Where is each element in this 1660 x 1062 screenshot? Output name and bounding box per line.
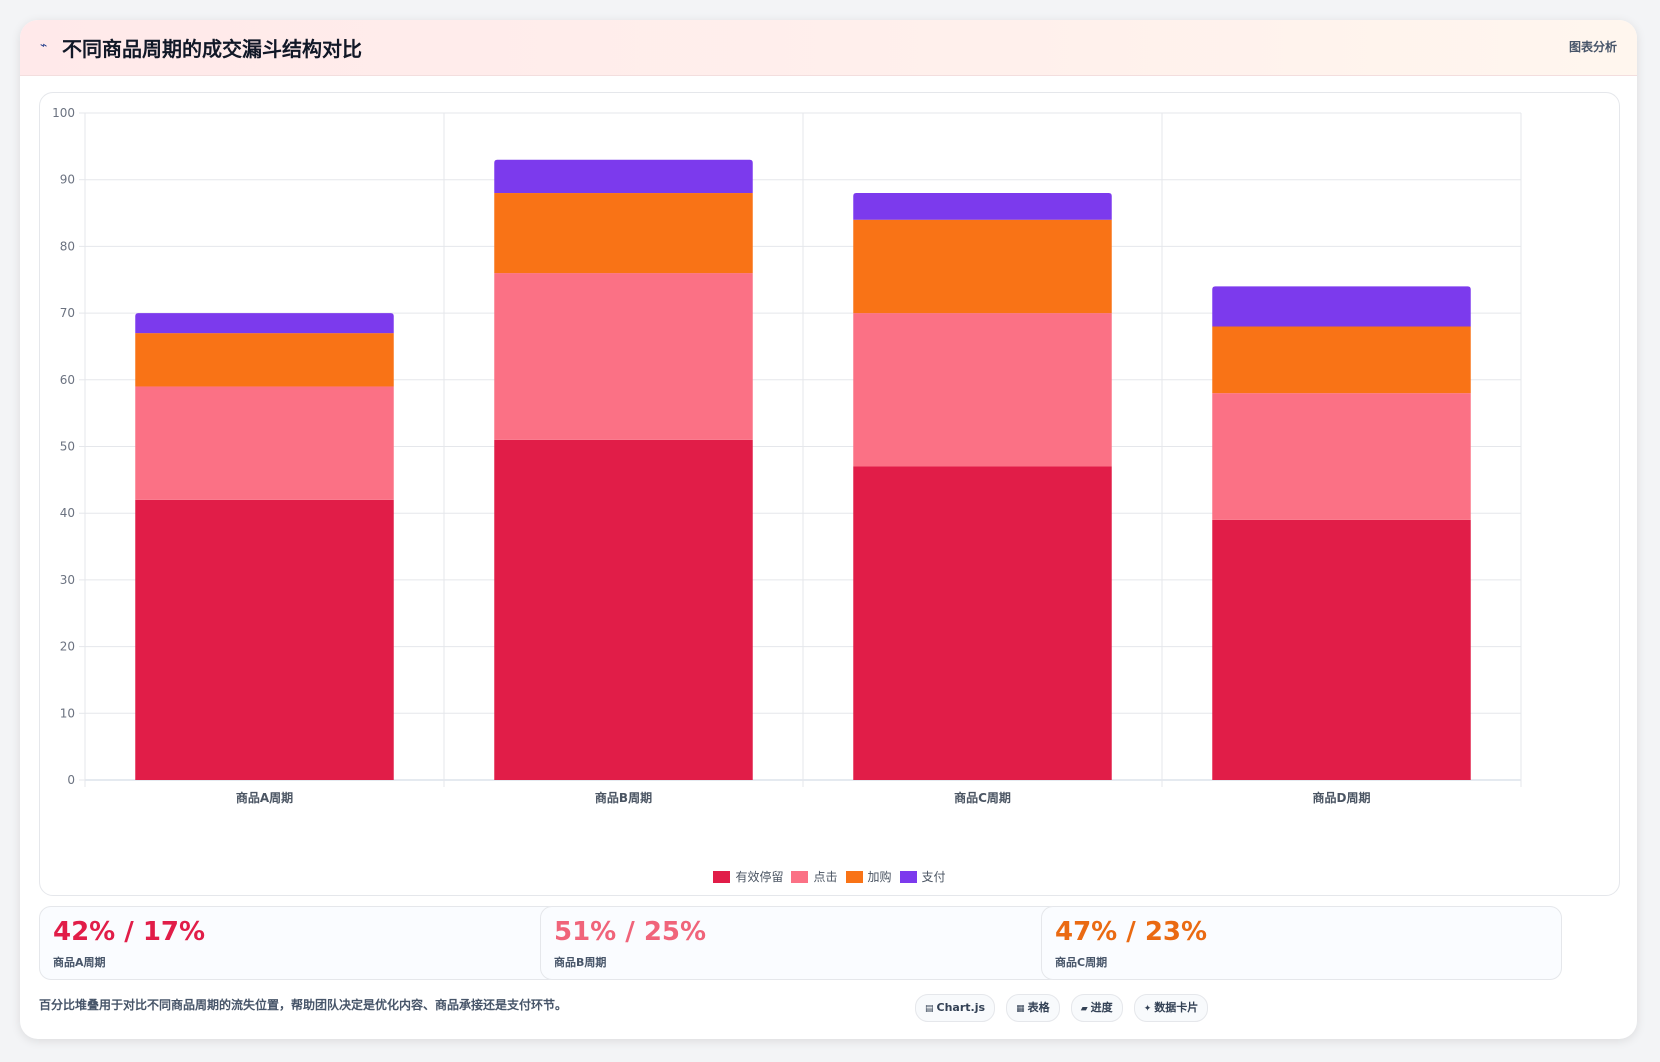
y-tick-label: 70 xyxy=(60,306,75,320)
stat-value: 47% / 23% xyxy=(1055,917,1208,947)
stat-card-a: 42% / 17% 商品A周期 xyxy=(39,906,560,980)
y-tick-label: 0 xyxy=(67,773,75,787)
x-tick-label: 商品B周期 xyxy=(595,790,652,805)
x-tick-label: 商品C周期 xyxy=(954,790,1011,805)
legend-label: 加购 xyxy=(867,870,892,884)
bar-segment xyxy=(1212,393,1471,520)
progress-icon: ▰ xyxy=(1080,1004,1088,1014)
y-tick-label: 40 xyxy=(60,506,75,520)
stacked-bar-chart: 0 10 20 30 40 50 60 70 80 90 100 商品A周期 商品B周期 商品C周期 商品D… xyxy=(52,106,1522,805)
bar-segment xyxy=(135,313,394,334)
x-tick-label: 商品A周期 xyxy=(236,790,293,805)
chip-group: ▤ Chart.js ▦ 表格 ▰ 进度 ✦ 数据卡片 xyxy=(915,994,1214,1022)
bar-segment xyxy=(494,159,753,194)
legend-swatch xyxy=(791,871,809,883)
card-header: ⌁ 不同商品周期的成交漏斗结构对比 图表分析 xyxy=(20,20,1637,76)
header-meta: 图表分析 xyxy=(1568,40,1617,54)
y-tick-label: 20 xyxy=(60,640,75,654)
page-title: 不同商品周期的成交漏斗结构对比 xyxy=(62,37,362,61)
y-tick-label: 60 xyxy=(60,373,75,387)
chip-label: 进度 xyxy=(1090,1001,1113,1014)
legend-swatch xyxy=(713,871,731,883)
chip-label: 数据卡片 xyxy=(1154,1001,1199,1014)
bar-segment xyxy=(1212,326,1471,394)
legend-label: 点击 xyxy=(813,870,838,884)
bar-segment xyxy=(1212,286,1471,327)
legend-item[interactable]: 支付 xyxy=(899,868,946,885)
y-tick-label: 100 xyxy=(52,106,75,120)
stat-label: 商品B周期 xyxy=(554,956,607,969)
stat-value: 51% / 25% xyxy=(554,917,707,947)
stat-card-c: 47% / 23% 商品C周期 xyxy=(1041,906,1562,980)
bar-segment xyxy=(494,439,753,780)
legend-label: 有效停留 xyxy=(735,870,784,884)
stat-card-b: 51% / 25% 商品B周期 xyxy=(540,906,1061,980)
chip-data-cards[interactable]: ✦ 数据卡片 xyxy=(1133,994,1209,1022)
chart-panel: 0 10 20 30 40 50 60 70 80 90 100 商品A周期 商品B周期 商品C周期 商品D… xyxy=(39,92,1620,896)
chart-legend: 有效停留 点击 加购 支付 xyxy=(40,868,1619,885)
sparkle-icon: ✦ xyxy=(1143,1004,1152,1014)
bar-segment xyxy=(853,219,1112,314)
chart-icon: ▤ xyxy=(925,1004,934,1014)
y-tick-label: 80 xyxy=(60,239,75,253)
stat-cards: 42% / 17% 商品A周期 51% / 25% 商品B周期 47% / 23… xyxy=(39,906,1618,980)
y-tick-label: 50 xyxy=(60,440,75,454)
bar-segment xyxy=(1212,519,1471,780)
chart-card: ⌁ 不同商品周期的成交漏斗结构对比 图表分析 0 10 20 30 40 50 60 70 80… xyxy=(20,20,1637,1039)
stat-label: 商品A周期 xyxy=(53,956,106,969)
x-tick-label: 商品D周期 xyxy=(1313,790,1371,805)
bar-segment xyxy=(853,313,1112,467)
chip-label: 表格 xyxy=(1027,1001,1050,1014)
chip-table[interactable]: ▦ 表格 xyxy=(1006,994,1060,1022)
chip-chartjs[interactable]: ▤ Chart.js xyxy=(915,994,996,1022)
legend-swatch xyxy=(845,871,863,883)
bar-segment xyxy=(494,193,753,274)
bar-segment xyxy=(853,466,1112,780)
y-tick-label: 90 xyxy=(60,173,75,187)
legend-item[interactable]: 点击 xyxy=(791,868,838,885)
footer-note: 百分比堆叠用于对比不同商品周期的流失位置，帮助团队决定是优化内容、商品承接还是支… xyxy=(39,998,568,1012)
legend-item[interactable]: 加购 xyxy=(845,868,892,885)
chart-line-icon: ⌁ xyxy=(40,38,48,52)
bar-segment xyxy=(853,193,1112,220)
bar-segment xyxy=(135,499,394,780)
y-tick-label: 10 xyxy=(60,706,75,720)
chip-label: Chart.js xyxy=(936,1001,986,1014)
legend-item[interactable]: 有效停留 xyxy=(713,868,783,885)
stat-value: 42% / 17% xyxy=(53,917,206,947)
bar-segment xyxy=(135,333,394,387)
bar-segment xyxy=(494,273,753,440)
table-icon: ▦ xyxy=(1016,1004,1025,1014)
y-tick-label: 30 xyxy=(60,573,75,587)
legend-swatch xyxy=(899,871,917,883)
stat-label: 商品C周期 xyxy=(1055,956,1108,969)
bar-segment xyxy=(135,386,394,500)
chip-progress[interactable]: ▰ 进度 xyxy=(1070,994,1123,1022)
legend-label: 支付 xyxy=(921,870,946,884)
